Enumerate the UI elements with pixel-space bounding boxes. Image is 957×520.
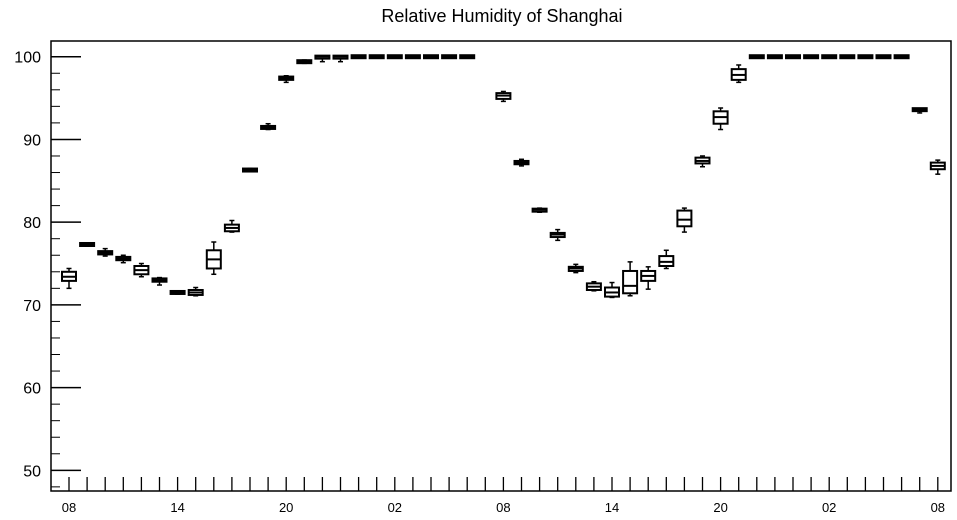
y-tick-label: 90 <box>23 132 41 149</box>
box-hour-36 <box>712 107 729 131</box>
box-hour-28 <box>567 263 584 274</box>
y-tick-label: 70 <box>23 298 41 315</box>
box-hour-40 <box>785 54 801 60</box>
x-tick-label: 08 <box>931 500 945 515</box>
box <box>622 269 639 295</box>
box-hour-19 <box>404 54 421 60</box>
box-hour-25 <box>513 158 530 167</box>
box-hour-8 <box>205 241 222 276</box>
x-tick-label: 02 <box>388 500 402 515</box>
x-tick-label: 02 <box>822 500 836 515</box>
box-hour-42 <box>821 54 838 60</box>
box-hour-12 <box>278 74 295 84</box>
box-hour-27 <box>549 228 566 242</box>
plot-frame <box>50 40 952 492</box>
x-axis: 08 14 20 02 08 14 20 02 08 <box>62 477 945 515</box>
box-hour-0 <box>61 267 77 290</box>
box-hour-44 <box>857 54 874 60</box>
box-hour-32 <box>640 266 657 290</box>
y-tick-label: 50 <box>23 463 41 480</box>
box-hour-34 <box>676 207 693 233</box>
x-tick-label: 20 <box>713 500 727 515</box>
box-hour-33 <box>658 249 675 270</box>
box <box>676 209 693 228</box>
chart-title: Relative Humidity of Shanghai <box>381 6 622 26</box>
box-hour-9 <box>223 219 240 233</box>
box-hour-15 <box>332 54 349 63</box>
box-hour-18 <box>386 54 403 60</box>
y-axis: 50 60 70 80 90 100 <box>14 50 81 488</box>
box-hour-37 <box>730 64 747 84</box>
box-hour-7 <box>187 286 204 297</box>
box-hour-48 <box>929 159 946 175</box>
box-hour-10 <box>242 167 258 173</box>
box-hour-2 <box>97 247 114 257</box>
x-tick-label: 14 <box>605 500 619 515</box>
box-hour-13 <box>296 59 313 65</box>
x-tick-label: 14 <box>170 500 184 515</box>
box-hour-1 <box>79 241 96 247</box>
box-hour-21 <box>441 54 458 60</box>
box-hour-16 <box>350 54 367 60</box>
box-hour-11 <box>260 122 277 131</box>
box-series <box>61 54 946 299</box>
box-hour-26 <box>531 207 548 213</box>
box-hour-38 <box>748 54 765 60</box>
x-tick-label: 08 <box>62 500 76 515</box>
box-hour-39 <box>766 54 783 60</box>
y-tick-label: 100 <box>14 50 41 67</box>
box-hour-4 <box>133 262 150 278</box>
box-hour-46 <box>893 54 910 60</box>
box-hour-45 <box>875 54 892 60</box>
box-hour-22 <box>459 54 476 60</box>
y-tick-label: 80 <box>23 215 41 232</box>
box-hour-35 <box>694 155 711 168</box>
box-hour-31 <box>622 261 639 297</box>
box-hour-24 <box>495 90 512 103</box>
box-hour-6 <box>169 289 186 295</box>
box-hour-41 <box>803 54 820 60</box>
box-hour-5 <box>151 276 168 286</box>
box-hour-29 <box>585 280 602 292</box>
x-tick-label: 08 <box>496 500 510 515</box>
box-hour-14 <box>314 54 331 63</box>
x-tick-label: 20 <box>279 500 293 515</box>
box-hour-17 <box>368 54 385 60</box>
box-hour-30 <box>604 281 620 299</box>
box-hour-20 <box>423 54 439 60</box>
box-hour-3 <box>115 254 132 264</box>
box-hour-47 <box>911 107 928 114</box>
box-hour-43 <box>839 54 856 60</box>
y-tick-label: 60 <box>23 381 41 398</box>
